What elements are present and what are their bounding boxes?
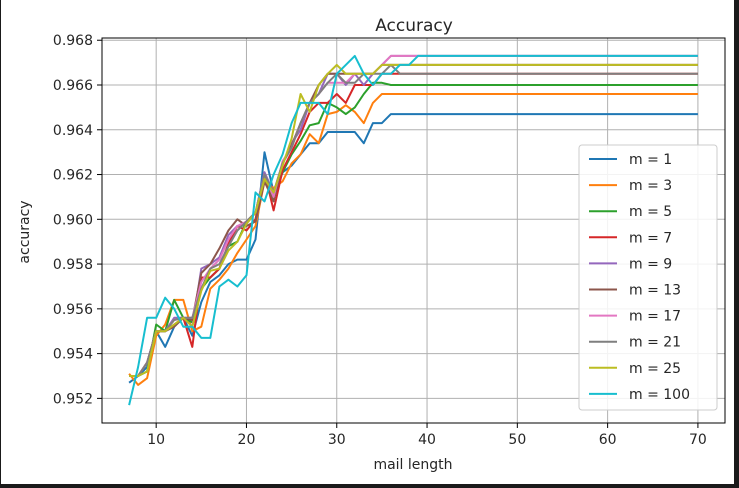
legend-label: m = 7 <box>629 230 672 246</box>
x-tick-label: 10 <box>147 432 165 448</box>
y-tick-label: 0.958 <box>53 257 93 273</box>
legend-label: m = 5 <box>629 204 672 220</box>
series-lines <box>128 54 698 406</box>
y-tick-label: 0.960 <box>53 212 93 228</box>
x-axis-ticks: 10 20 30 40 50 60 70 <box>147 423 707 448</box>
y-tick-label: 0.966 <box>53 78 93 94</box>
chart-title: Accuracy <box>375 16 453 36</box>
y-tick-label: 0.954 <box>53 347 93 363</box>
x-tick-label: 60 <box>599 432 617 448</box>
x-axis-label: mail length <box>373 457 452 473</box>
plot-area-frame <box>101 37 726 424</box>
y-tick-label: 0.964 <box>53 123 93 139</box>
legend-label: m = 1 <box>629 152 672 168</box>
y-axis-label: accuracy <box>17 200 33 263</box>
legend-label: m = 17 <box>629 309 681 325</box>
y-tick-label: 0.968 <box>53 33 93 49</box>
series-line-m100 <box>128 54 698 406</box>
legend-label: m = 25 <box>629 361 681 377</box>
legend: m = 1 m = 3 m = 5 m = 7 m = 9 m = 13 m = 17 m =… <box>578 144 718 411</box>
x-tick-label: 50 <box>508 432 526 448</box>
y-tick-label: 0.952 <box>53 391 93 407</box>
legend-label: m = 100 <box>629 387 690 403</box>
legend-label: m = 3 <box>629 178 672 194</box>
y-tick-label: 0.956 <box>53 302 93 318</box>
x-tick-label: 30 <box>328 432 346 448</box>
x-tick-label: 20 <box>238 432 256 448</box>
x-tick-label: 70 <box>689 432 707 448</box>
legend-label: m = 21 <box>629 335 681 351</box>
legend-label: m = 13 <box>629 283 681 299</box>
y-axis-ticks: 0.952 0.954 0.956 0.958 0.960 0.962 0.964 0.966… <box>53 33 102 407</box>
legend-label: m = 9 <box>629 256 672 272</box>
x-tick-label: 40 <box>418 432 436 448</box>
y-tick-label: 0.962 <box>53 168 93 184</box>
series-line-m3 <box>128 93 698 386</box>
